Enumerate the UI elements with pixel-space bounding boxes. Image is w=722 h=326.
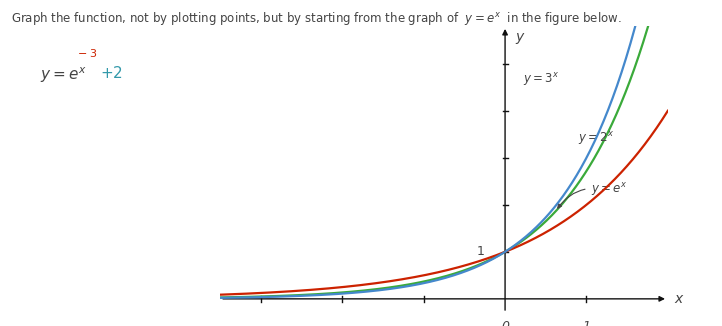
Text: 0: 0 xyxy=(501,320,509,326)
Text: $x$: $x$ xyxy=(674,292,685,306)
Text: $y = e^{x}$: $y = e^{x}$ xyxy=(40,65,87,85)
Text: $+ 2$: $+ 2$ xyxy=(100,65,123,81)
Text: 1: 1 xyxy=(477,245,484,258)
Text: $y = 2^x$: $y = 2^x$ xyxy=(578,129,614,147)
Text: $y$: $y$ xyxy=(515,31,526,46)
Text: $-\ 3$: $-\ 3$ xyxy=(77,47,98,59)
Text: Graph the function, not by plotting points, but by starting from the graph of  $: Graph the function, not by plotting poin… xyxy=(11,10,622,27)
Text: 1: 1 xyxy=(583,320,591,326)
Text: $y = e^x$: $y = e^x$ xyxy=(558,181,627,208)
Text: $y = 3^x$: $y = 3^x$ xyxy=(523,71,560,88)
